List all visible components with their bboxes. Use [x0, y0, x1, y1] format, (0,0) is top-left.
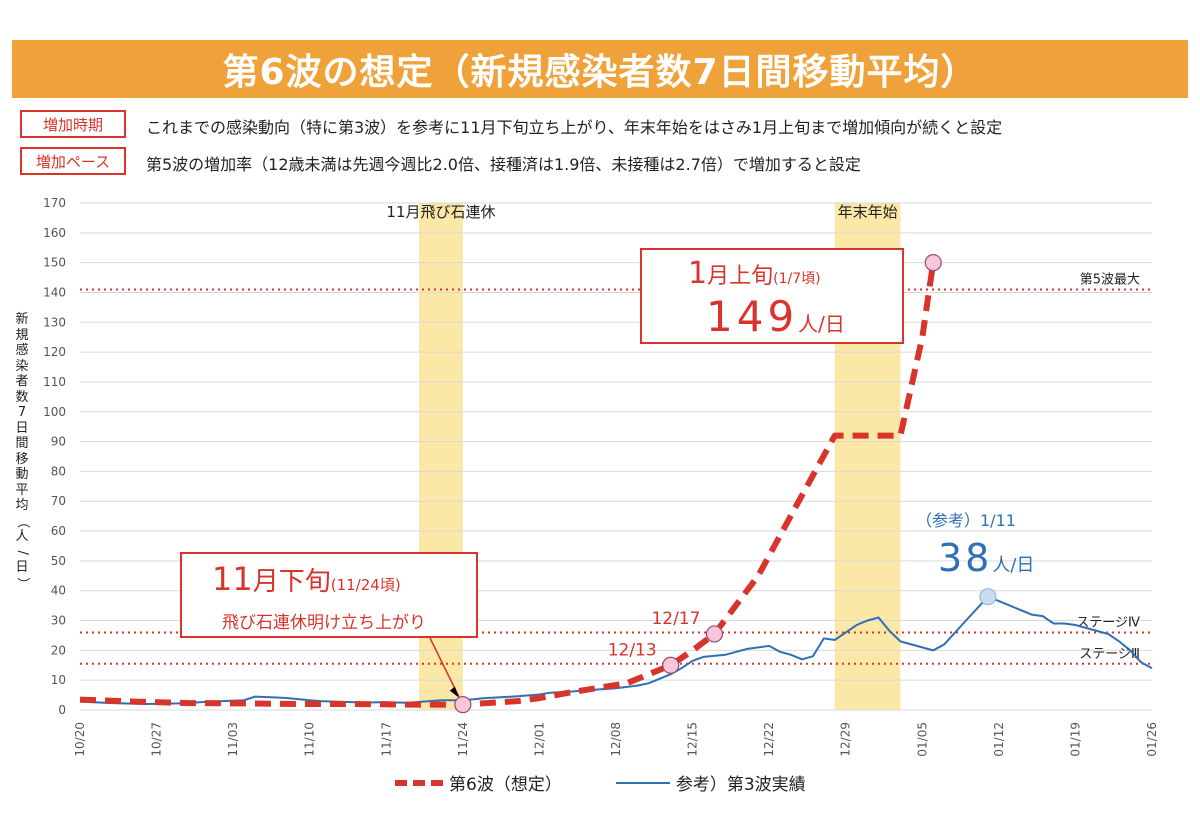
x-tick-label: 12/29: [839, 722, 853, 757]
y-tick-label: 50: [51, 554, 66, 568]
x-tick-label: 11/17: [379, 722, 393, 757]
reference-label: （参考）1/11: [916, 511, 1016, 530]
y-tick-label: 160: [43, 226, 66, 240]
peak-callout-date: (1/7頃): [773, 271, 821, 287]
band-label: 11月飛び石連休: [386, 203, 495, 221]
peak-callout-period: 月上旬: [707, 264, 774, 289]
legend-label-forecast: 第6波（想定）: [449, 775, 562, 795]
point-label: 12/17: [651, 609, 700, 629]
legend: 第6波（想定） 参考）第3波実績: [393, 770, 806, 795]
y-axis-label-char: 動: [15, 467, 29, 482]
reference-line-label: ステージⅢ: [1079, 647, 1140, 662]
y-axis-label-char: 均: [15, 498, 29, 513]
desc-increase-period: これまでの感染動向（特に第3波）を参考に11月下旬立ち上がり、年末年始をはさみ1…: [146, 118, 1003, 137]
band-label: 年末年始: [838, 203, 898, 221]
marker-forecast: [705, 625, 724, 643]
peak-callout-value: 149: [706, 292, 799, 341]
y-axis-label-char: 日: [15, 420, 29, 436]
y-axis-label: 新規感染者数 7 日間移動平均（人 / 日）: [12, 312, 32, 591]
page-title: 第6波の想定（新規感染者数7日間移動平均）: [12, 40, 1188, 98]
tag-increase-period: 増加時期: [20, 110, 126, 138]
x-tick-label: 11/10: [303, 722, 317, 757]
y-tick-label: 100: [43, 405, 66, 419]
peak-callout: 1月上旬(1/7頃) 149人/日: [640, 248, 904, 344]
peak-callout-unit: 人/日: [798, 312, 845, 336]
reference-line-label: ステージⅣ: [1076, 615, 1140, 630]
x-tick-label: 11/24: [456, 722, 470, 757]
reference-unit: 人/日: [992, 555, 1035, 576]
start-callout-note: 飛び石連休明け立ち上がり: [222, 613, 426, 633]
y-axis-label-char: 7: [17, 405, 27, 420]
legend-swatch-actual: [615, 781, 670, 784]
x-tick-label: 01/12: [992, 722, 1006, 757]
y-tick-label: 70: [51, 494, 66, 508]
x-tick-label: 01/19: [1068, 722, 1082, 757]
y-tick-label: 0: [58, 703, 66, 717]
reference-value: 38: [938, 536, 993, 580]
marker-forecast: [662, 656, 680, 674]
reference-line-label: 第5波最大: [1080, 272, 1140, 287]
y-tick-label: 120: [43, 345, 66, 359]
x-tick-label: 12/22: [762, 722, 776, 757]
legend-label-actual: 参考）第3波実績: [675, 775, 806, 795]
y-axis-label-char: 新: [15, 312, 29, 327]
y-tick-label: 20: [51, 643, 66, 657]
y-axis-label-char: 日: [15, 560, 29, 575]
y-tick-label: 80: [51, 464, 66, 478]
y-axis-label-char: （: [14, 514, 30, 528]
start-callout-period: 月下旬: [252, 567, 331, 597]
y-tick-label: 90: [51, 435, 66, 449]
legend-swatch-forecast: [395, 779, 443, 786]
y-axis-label-char: /: [14, 550, 30, 555]
y-axis-label-char: 移: [15, 451, 29, 467]
y-axis-label-char: ）: [14, 576, 30, 590]
y-axis-label-char: 規: [15, 327, 29, 343]
start-callout-month: 11: [212, 560, 253, 598]
callout-pointer-head: [449, 686, 459, 698]
point-label: 12/13: [608, 640, 657, 660]
marker-forecast: [924, 254, 942, 272]
y-tick-label: 140: [43, 285, 66, 299]
start-callout-date: (11/24頃): [330, 576, 401, 594]
x-tick-label: 12/01: [532, 722, 546, 757]
y-axis-label-char: 者: [15, 374, 29, 389]
x-tick-label: 10/20: [73, 722, 87, 757]
y-axis-label-char: 数: [15, 389, 29, 405]
x-tick-label: 01/05: [915, 722, 929, 757]
start-callout: 11月下旬(11/24頃) 飛び石連休明け立ち上がり: [180, 552, 478, 638]
y-axis-label-char: 間: [15, 436, 29, 451]
y-tick-label: 150: [43, 256, 66, 270]
callout-pointer: [429, 637, 460, 697]
y-axis-label-char: 平: [15, 482, 29, 498]
x-tick-label: 11/03: [226, 722, 240, 757]
desc-increase-pace: 第5波の増加率（12歳未満は先週今週比2.0倍、接種済は1.9倍、未接種は2.7…: [146, 155, 861, 174]
x-tick-label: 12/15: [686, 722, 700, 757]
marker-actual: [979, 588, 997, 606]
marker-forecast: [454, 696, 472, 714]
y-tick-label: 110: [43, 375, 66, 389]
x-tick-label: 10/27: [150, 722, 164, 757]
x-tick-label: 12/08: [609, 722, 623, 757]
y-tick-label: 130: [43, 315, 66, 329]
y-tick-label: 60: [51, 524, 66, 538]
peak-callout-month: 1: [688, 256, 708, 291]
x-tick-label: 01/26: [1145, 722, 1159, 757]
y-tick-label: 170: [43, 196, 66, 210]
y-axis-label-char: 染: [15, 358, 29, 374]
tag-increase-pace: 増加ペース: [20, 147, 126, 175]
reference-value-group: 38人/日: [938, 536, 1034, 580]
y-tick-label: 10: [51, 673, 66, 687]
y-tick-label: 40: [51, 584, 66, 598]
y-axis-label-char: 感: [15, 343, 29, 358]
y-axis-label-char: 人: [15, 529, 29, 544]
y-tick-label: 30: [51, 614, 66, 628]
